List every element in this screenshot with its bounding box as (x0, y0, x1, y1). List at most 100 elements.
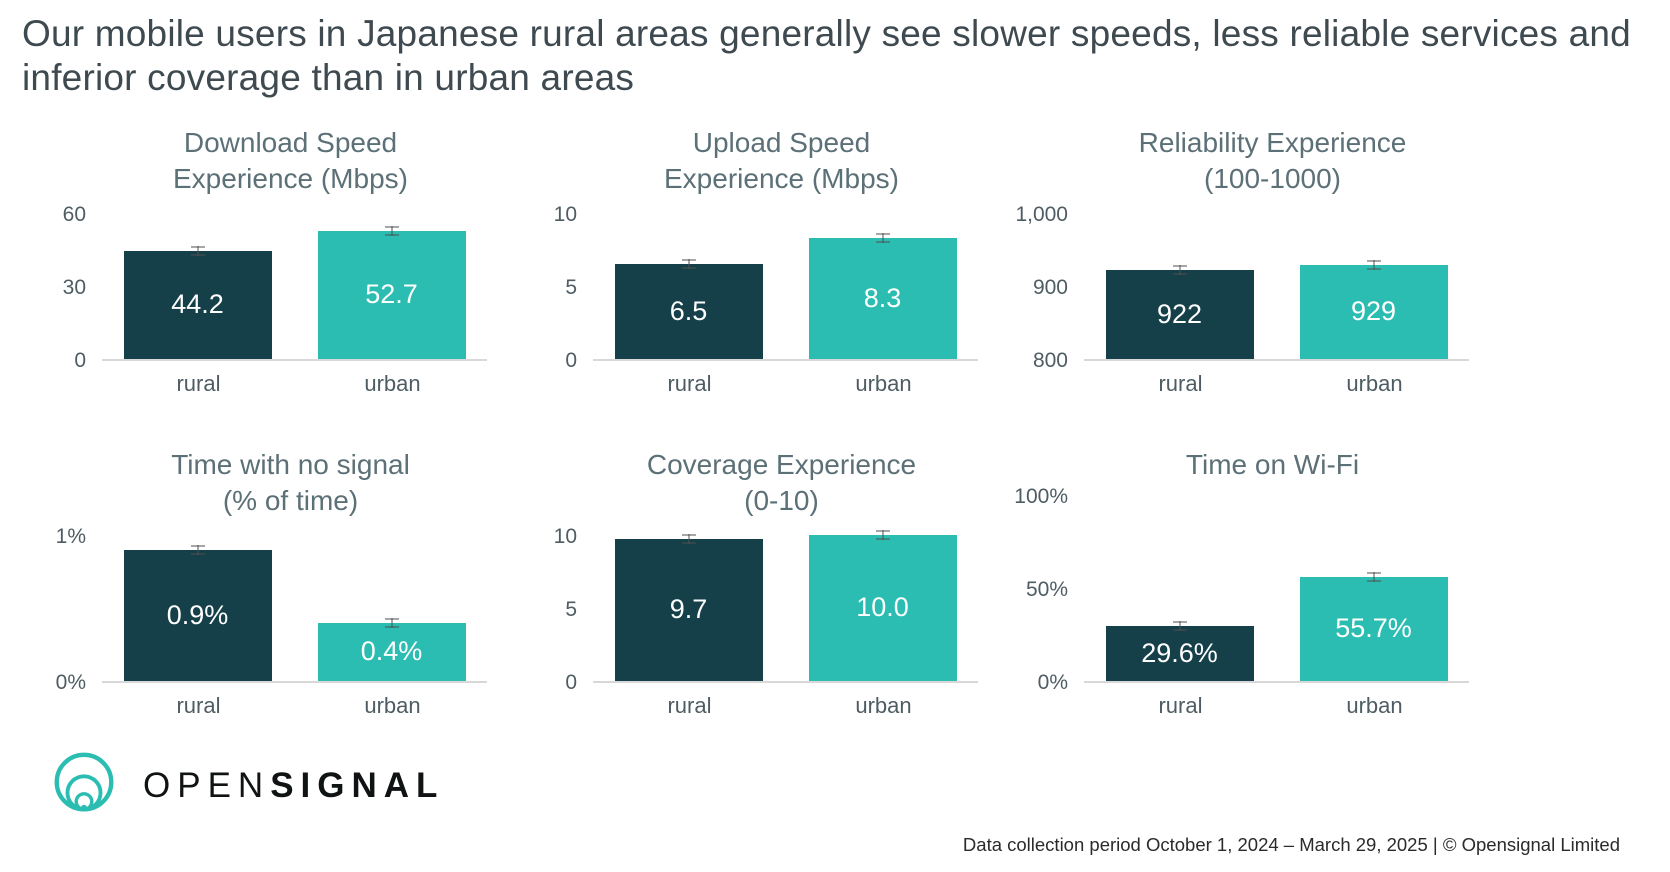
plot-area: 922 929 (1084, 215, 1469, 361)
plot-area: 44.2 52.7 (102, 215, 487, 361)
opensignal-logo-icon (54, 752, 114, 812)
bar-value-label: 6.5 (669, 295, 708, 326)
y-tick-label: 0% (1037, 670, 1068, 694)
plot-area: 9.7 10.0 (593, 529, 978, 683)
bar-value-label: 44.2 (171, 289, 224, 320)
error-bar (1172, 620, 1187, 631)
bar-chart: Upload Speed Experience (Mbps) 0 5 10 6.5 8.… (533, 125, 980, 397)
y-tick-label: 900 (1032, 275, 1068, 299)
error-bar (875, 529, 890, 540)
bar-chart: Download Speed Experience (Mbps) 0 30 60 44… (42, 125, 489, 397)
charts-grid: Download Speed Experience (Mbps) 0 30 60 44… (0, 125, 1560, 719)
y-axis: 0 5 10 (533, 525, 585, 693)
y-tick-label: 60 (62, 202, 86, 226)
chart-title: Time on Wi-Fi (1185, 448, 1360, 480)
error-bar (1366, 571, 1381, 582)
bar-rural: 44.2 (123, 245, 272, 359)
y-tick-label: 1% (55, 524, 86, 548)
bar-value-label: 55.7% (1335, 613, 1412, 644)
plot-region: 0% 1% 0.9% 0.4% (42, 525, 489, 693)
plot-region: 0 5 10 6.5 8.3 (533, 203, 980, 371)
plot-region: 0% 50% 100% 29.6% 55.7% (1014, 485, 1471, 693)
error-bar (190, 245, 205, 256)
bar-value-label: 922 (1156, 298, 1203, 329)
y-tick-label: 1,000 (1015, 202, 1068, 226)
y-axis: 0 5 10 (533, 203, 585, 371)
error-bar (384, 225, 399, 236)
y-axis: 0 30 60 (42, 203, 94, 371)
bar-urban: 10.0 (808, 529, 957, 681)
bar-rural: 6.5 (614, 258, 763, 359)
y-tick-label: 0% (55, 670, 86, 694)
x-axis-labels: rural urban (1024, 371, 1471, 397)
plot-region: 800 900 1,000 922 929 (1015, 203, 1471, 371)
category-label: urban (364, 692, 421, 718)
y-tick-label: 0 (74, 348, 86, 372)
error-bar (1366, 259, 1381, 270)
y-tick-label: 800 (1032, 348, 1068, 372)
x-axis-labels: rural urban (533, 371, 980, 397)
bar-value-label: 10.0 (856, 592, 909, 623)
y-tick-label: 0 (565, 348, 577, 372)
category-label: rural (1158, 370, 1203, 396)
page-title: Our mobile users in Japanese rural areas… (22, 13, 1631, 99)
error-bar (875, 232, 890, 243)
y-axis: 0% 50% 100% (1014, 485, 1076, 693)
error-bar (384, 617, 399, 628)
category-label: rural (176, 370, 221, 396)
chart-title: Coverage Experience (0-10) (646, 448, 917, 517)
error-bar (190, 544, 205, 555)
category-label: rural (667, 370, 712, 396)
brand: OPENSIGNAL (45, 750, 444, 822)
plot-region: 0 5 10 9.7 10.0 (533, 525, 980, 693)
x-axis-labels: rural urban (42, 693, 489, 719)
bar-rural: 922 (1105, 264, 1254, 359)
chart-title: Time with no signal (% of time) (171, 448, 410, 517)
brand-wordmark: OPENSIGNAL (143, 766, 444, 806)
category-label: urban (855, 370, 912, 396)
bar-chart: Reliability Experience (100-1000) 800 900 1… (1015, 125, 1471, 397)
bar-rural: 9.7 (614, 533, 763, 681)
bar-urban: 52.7 (317, 225, 466, 359)
y-axis: 0% 1% (42, 525, 94, 693)
category-label: urban (364, 370, 421, 396)
error-bar (1172, 264, 1187, 275)
y-tick-label: 10 (553, 524, 577, 548)
plot-area: 6.5 8.3 (593, 215, 978, 361)
chart-title: Download Speed Experience (Mbps) (173, 126, 408, 195)
category-label: urban (1346, 692, 1403, 718)
bar-value-label: 0.9% (166, 599, 229, 630)
y-tick-label: 10 (553, 202, 577, 226)
plot-area: 0.9% 0.4% (102, 537, 487, 683)
y-axis: 800 900 1,000 (1015, 203, 1076, 371)
error-bar (681, 258, 696, 269)
x-axis-labels: rural urban (42, 371, 489, 397)
bar-value-label: 0.4% (360, 636, 423, 667)
bar-chart: Time on Wi-Fi 0% 50% 100% 29.6% 55.7% rural… (1014, 447, 1471, 719)
plot-region: 0 30 60 44.2 52.7 (42, 203, 489, 371)
y-tick-label: 30 (62, 275, 86, 299)
bar-value-label: 52.7 (365, 279, 418, 310)
bar-chart: Coverage Experience (0-10) 0 5 10 9.7 10.0 r… (533, 447, 980, 719)
bar-urban: 8.3 (808, 232, 957, 359)
y-tick-label: 5 (565, 597, 577, 621)
bar-rural: 29.6% (1105, 620, 1254, 681)
category-label: rural (1158, 692, 1203, 718)
bar-value-label: 8.3 (863, 282, 902, 313)
x-axis-labels: rural urban (1024, 693, 1471, 719)
bar-value-label: 929 (1350, 296, 1397, 327)
y-tick-label: 0 (565, 670, 577, 694)
y-tick-label: 50% (1025, 577, 1068, 601)
bar-chart: Time with no signal (% of time) 0% 1% 0.9%… (42, 447, 489, 719)
bar-urban: 0.4% (317, 617, 466, 681)
error-bar (681, 533, 696, 544)
bar-value-label: 29.6% (1141, 637, 1218, 668)
plot-area: 29.6% 55.7% (1084, 497, 1469, 683)
brand-wordmark-signal: SIGNAL (270, 766, 445, 805)
chart-title: Upload Speed Experience (Mbps) (664, 126, 899, 195)
chart-title: Reliability Experience (100-1000) (1138, 126, 1407, 195)
bar-urban: 929 (1299, 259, 1448, 359)
bar-urban: 55.7% (1299, 571, 1448, 681)
category-label: rural (667, 692, 712, 718)
